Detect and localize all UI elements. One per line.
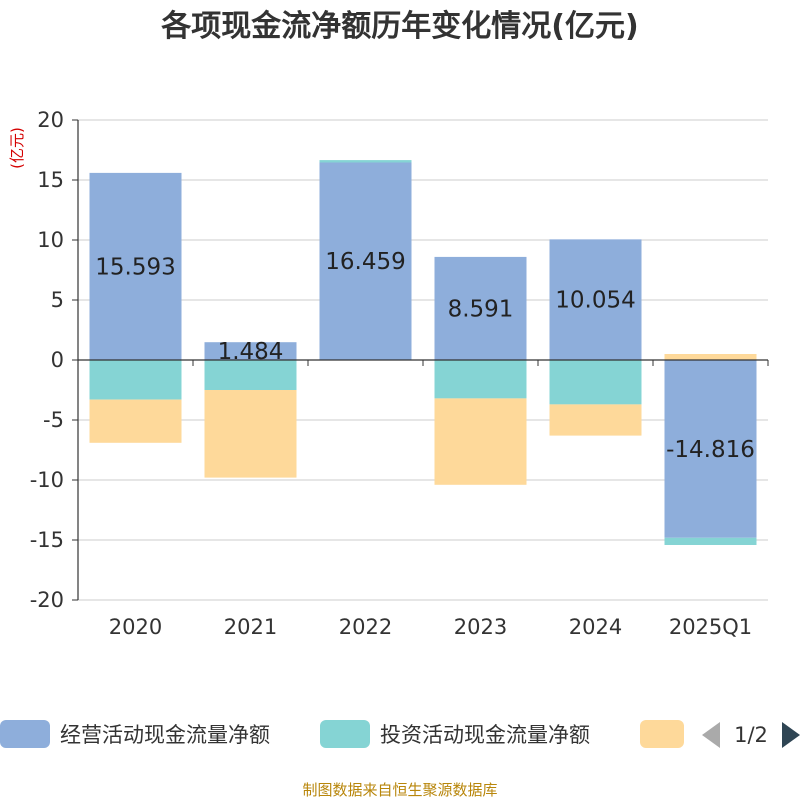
x-tick-label-2024: 2024 (569, 615, 622, 639)
legend-swatch-operating (0, 720, 50, 748)
x-tick-label-2023: 2023 (454, 615, 507, 639)
bar-2023-series-0 (434, 256, 527, 360)
y-tick-label: 0 (51, 348, 64, 372)
y-tick-label: 15 (37, 168, 64, 192)
legend-swatch-investing (320, 720, 370, 748)
chart-title: 各项现金流净额历年变化情况(亿元) (160, 9, 638, 44)
legend: 经营活动现金流量净额 投资活动现金流量净额 1/2 (0, 720, 800, 748)
bar-2024-series-1 (549, 360, 642, 405)
bar-2023-series-2 (434, 398, 527, 485)
legend-item-operating[interactable]: 经营活动现金流量净额 (0, 720, 270, 748)
y-tick-label: 10 (37, 228, 64, 252)
legend-swatch-third (640, 720, 684, 748)
bars-layer (89, 160, 757, 545)
x-tick-label-2025Q1: 2025Q1 (669, 615, 752, 639)
bar-2020-series-2 (89, 399, 182, 443)
bar-2025Q1-series-0 (664, 360, 757, 538)
x-tick-labels: 2020 2021 2022 2023 2024 2025Q1 (109, 615, 752, 639)
bar-2025Q1-series-1 (664, 537, 757, 545)
y-tick-label: -15 (30, 528, 64, 552)
legend-item-financing[interactable] (640, 720, 684, 748)
y-tick-label: 5 (51, 288, 64, 312)
data-source-note: 制图数据来自恒生聚源数据库 (302, 781, 497, 799)
y-tick-label: 20 (37, 108, 64, 132)
data-label-2022: 16.459 (325, 249, 405, 275)
bar-2024-series-2 (549, 404, 642, 436)
bar-2021-series-2 (204, 390, 297, 478)
bar-2021-series-0 (204, 342, 297, 360)
y-tick-label: -20 (30, 588, 64, 612)
bar-2020-series-1 (89, 360, 182, 400)
x-tick-label-2021: 2021 (224, 615, 277, 639)
x-tick-label-2020: 2020 (109, 615, 162, 639)
data-label-2024: 10.054 (555, 288, 635, 314)
bar-2025Q1-series-2 (664, 354, 757, 360)
bar-2020-series-0 (89, 172, 182, 360)
y-tick-labels: 20 15 10 5 0 -5 -10 -15 -20 (30, 108, 64, 612)
legend-label-investing: 投资活动现金流量净额 (380, 723, 590, 747)
y-tick-label: -10 (30, 468, 64, 492)
legend-next-page-icon[interactable] (782, 722, 800, 748)
data-label-2025Q1: -14.816 (666, 437, 755, 463)
data-label-2023: 8.591 (448, 296, 514, 322)
axes-layer (77, 120, 769, 600)
bar-2022-series-1 (319, 160, 412, 163)
data-labels: 15.593 1.484 16.459 8.591 10.054 -14.816 (95, 249, 755, 463)
legend-label-operating: 经营活动现金流量净额 (60, 723, 270, 747)
legend-item-investing[interactable]: 投资活动现金流量净额 (320, 720, 590, 748)
bar-2022-series-0 (319, 162, 412, 360)
bar-2021-series-1 (204, 360, 297, 390)
bar-2024-series-0 (549, 239, 642, 360)
y-tick-label: -5 (43, 408, 64, 432)
data-label-2021: 1.484 (218, 339, 284, 365)
bar-2023-series-1 (434, 360, 527, 399)
y-axis-unit-label: (亿元) (8, 127, 26, 169)
x-tick-label-2022: 2022 (339, 615, 392, 639)
data-label-2020: 15.593 (95, 254, 175, 280)
legend-page-indicator: 1/2 (734, 723, 768, 747)
legend-prev-page-icon[interactable] (702, 722, 720, 748)
